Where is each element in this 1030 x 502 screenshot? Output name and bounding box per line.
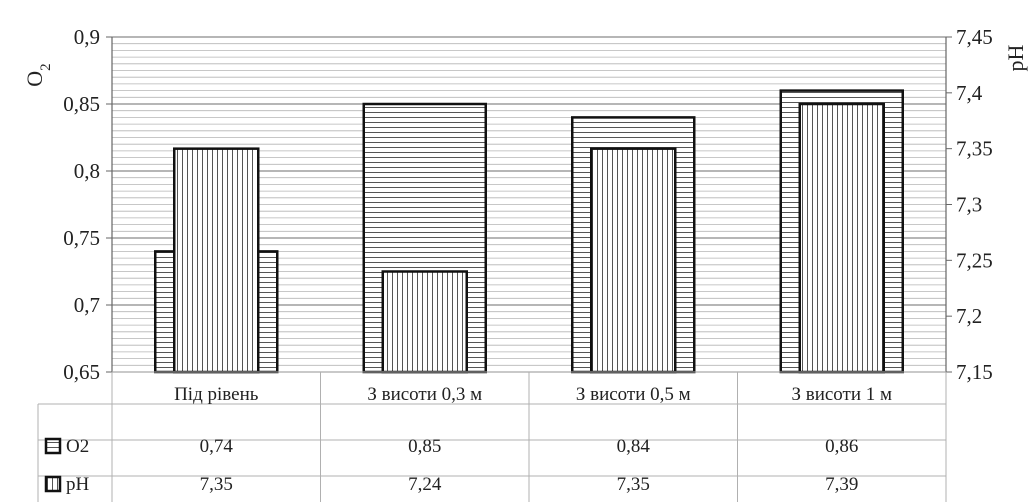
bar-ph: [798, 102, 885, 374]
left-tick-label: 0,75: [63, 226, 100, 250]
bar-ph: [590, 147, 677, 374]
data-label: 0,86: [825, 436, 858, 457]
right-tick-label: 7,2: [956, 304, 982, 328]
category-label: Під рівень: [174, 384, 259, 405]
bars: [154, 89, 904, 374]
axes: 0,65 0,7 0,75 0,8 0,85 0,9 7,15 7,2 7,25 7,3 7,35 7…: [22, 25, 1028, 384]
left-tick-label: 0,7: [74, 293, 100, 317]
right-tick-label: 7,35: [956, 137, 993, 161]
legend-label: pH: [66, 474, 90, 495]
left-tick-label: 0,85: [63, 92, 100, 116]
right-tick-label: 7,4: [956, 81, 983, 105]
data-table: Під рівень З висоти 0,3 м З висоти 0,5 м З …: [37, 371, 947, 502]
data-label: 7,24: [408, 474, 442, 495]
y-axis-title: O2: [22, 63, 54, 86]
left-tick-label: 0,8: [74, 159, 100, 183]
category-label: З висоти 1 м: [791, 384, 892, 405]
category-label: З висоти 0,3 м: [367, 384, 482, 405]
data-label: 0,84: [617, 436, 651, 457]
right-tick-label: 7,25: [956, 248, 993, 272]
legend-key: [44, 475, 62, 493]
bar-ph: [173, 147, 260, 374]
bar-ph: [381, 270, 468, 374]
y-axis-title-subscript: 2: [38, 63, 54, 71]
data-label: 7,35: [200, 474, 233, 495]
left-tick-label: 0,9: [74, 25, 100, 49]
right-tick-label: 7,3: [956, 193, 982, 217]
legend-key: [44, 437, 62, 455]
legend-label: O2: [66, 436, 89, 457]
category-label: З висоти 0,5 м: [576, 384, 691, 405]
left-tick-label: 0,65: [63, 360, 100, 384]
right-tick-label: 7,15: [956, 360, 993, 384]
y-axis-title-main: O: [22, 71, 47, 87]
data-label: 0,85: [408, 436, 441, 457]
data-label: 7,35: [617, 474, 650, 495]
y-axis-right-title: pH: [1003, 44, 1028, 71]
right-tick-label: 7,45: [956, 25, 993, 49]
data-label: 7,39: [825, 474, 858, 495]
data-label: 0,74: [200, 436, 234, 457]
